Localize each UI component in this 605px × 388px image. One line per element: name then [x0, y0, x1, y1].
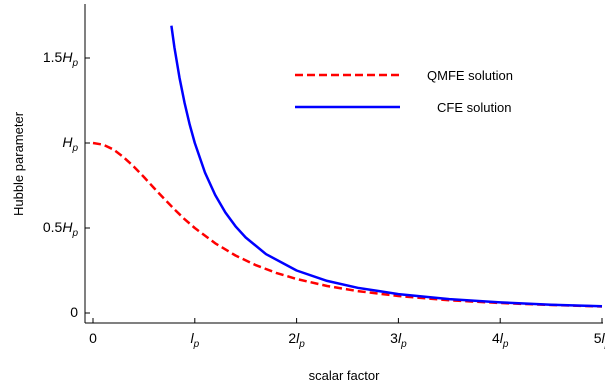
x-tick-label: 4lp [492, 330, 509, 350]
x-tick-label-coef: 5 [594, 330, 602, 346]
x-tick-label-symbol: l [500, 330, 504, 346]
y-tick-label-subscript: p [71, 143, 78, 154]
legend-label-qmfe: QMFE solution [427, 68, 513, 83]
y-tick-label-symbol: H [62, 134, 73, 150]
series-layer [92, 25, 603, 308]
series-line-cfe [170, 25, 603, 308]
y-tick-label-symbol: H [62, 219, 73, 235]
y-tick-label-subscript: p [71, 228, 78, 239]
y-tick-label: 0.5Hp [43, 219, 79, 239]
x-tick-label-coef: 4 [492, 330, 500, 346]
x-tick-label-symbol: l [602, 330, 605, 346]
x-tick-label: 5lp [594, 330, 605, 350]
x-tick-label: lp [190, 330, 199, 350]
y-tick-label-coef: 0.5 [43, 219, 63, 235]
y-tick-label-coef: 0 [70, 304, 78, 320]
y-tick-label: 0 [70, 304, 78, 320]
x-tick-label-symbol: l [190, 330, 194, 346]
y-tick-label-symbol: H [62, 49, 73, 65]
y-axis-title: Hubble parameter [11, 111, 26, 216]
x-tick-label-coef: 2 [288, 330, 296, 346]
x-tick-label-subscript: p [400, 339, 407, 350]
plot-frame [84, 4, 603, 324]
series-line-qmfe [92, 141, 603, 308]
x-tick-label: 3lp [390, 330, 407, 350]
x-tick-label: 2lp [288, 330, 305, 350]
x-tick-label-subscript: p [193, 339, 200, 350]
x-tick-label-coef: 0 [89, 330, 97, 346]
x-tick-label-subscript: p [502, 339, 509, 350]
legend-label-cfe: CFE solution [437, 100, 511, 115]
legend: QMFE solution CFE solution [295, 68, 513, 115]
y-tick-label: Hp [62, 134, 78, 154]
x-tick-label-symbol: l [296, 330, 300, 346]
x-tick-label-subscript: p [604, 339, 605, 350]
x-tick-label: 0 [89, 330, 97, 346]
x-axis-title: scalar factor [309, 368, 380, 383]
x-tick-label-symbol: l [398, 330, 402, 346]
x-tick-label-subscript: p [298, 339, 305, 350]
y-tick-label-coef: 1.5 [43, 49, 63, 65]
y-tick-label: 1.5Hp [43, 49, 79, 69]
x-tick-label-coef: 3 [390, 330, 398, 346]
y-tick-label-subscript: p [71, 58, 78, 69]
